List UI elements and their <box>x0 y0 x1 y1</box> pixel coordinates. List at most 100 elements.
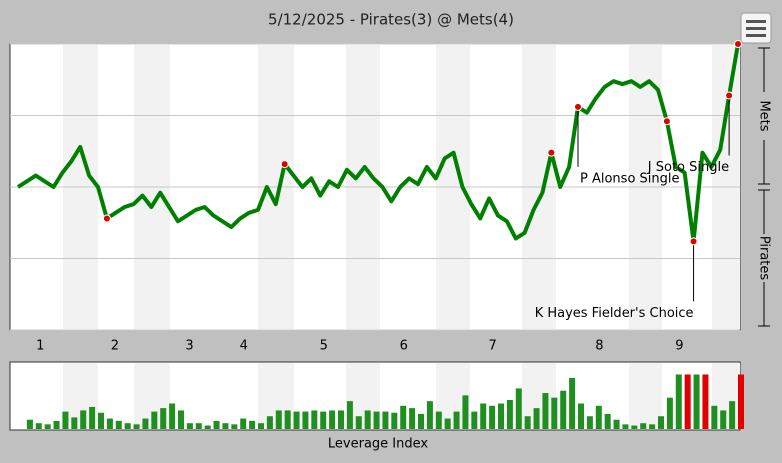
leverage-bar <box>444 418 451 429</box>
leverage-bar <box>302 411 309 429</box>
leverage-bar <box>409 408 416 429</box>
leverage-bar <box>400 405 407 429</box>
menu-bar <box>746 27 766 30</box>
leverage-bar <box>666 397 673 429</box>
x-tick-label: 1 <box>36 339 44 354</box>
leverage-bar <box>62 411 69 429</box>
leverage-bar <box>151 411 158 429</box>
leverage-bar <box>631 425 638 429</box>
leverage-bar <box>222 423 229 429</box>
leverage-bar <box>720 410 727 429</box>
leverage-bar <box>106 418 113 429</box>
leverage-bar <box>44 424 51 429</box>
leverage-bar <box>506 400 513 429</box>
x-tick-label: 3 <box>185 339 193 354</box>
leverage-bar <box>71 417 78 429</box>
side-label: Pirates <box>757 236 772 281</box>
x-tick-label: 2 <box>111 339 119 354</box>
leverage-bar <box>124 423 131 429</box>
leverage-bar <box>284 410 291 429</box>
leverage-bar <box>213 420 220 429</box>
leverage-bar <box>320 411 327 429</box>
leverage-bar <box>35 423 42 429</box>
leverage-bar <box>560 390 567 429</box>
side-label: Mets <box>757 100 772 131</box>
leverage-bar <box>115 420 122 429</box>
leverage-bar <box>89 406 96 429</box>
leverage-bar <box>702 374 709 429</box>
annotation: J Soto Single <box>647 160 729 175</box>
leverage-bar <box>240 418 247 429</box>
leverage-bar <box>338 410 344 429</box>
win-probability-line <box>16 43 740 244</box>
x-tick-label: 4 <box>240 339 248 354</box>
leverage-bar <box>693 374 700 429</box>
leverage-bar <box>542 393 549 429</box>
play-marker <box>574 102 582 111</box>
x-tick-label: 8 <box>595 339 603 354</box>
leverage-bar <box>640 423 647 429</box>
x-tick-label: 6 <box>400 339 408 354</box>
x-tick-label: 7 <box>489 339 497 354</box>
leverage-bar <box>738 374 744 429</box>
leverage-bar <box>498 403 504 429</box>
play-marker <box>689 237 698 246</box>
leverage-bar <box>204 425 211 429</box>
leverage-bar <box>551 397 558 429</box>
leverage-bar <box>355 416 362 429</box>
leverage-bar <box>595 405 602 429</box>
leverage-bar <box>26 419 33 429</box>
leverage-bar <box>364 410 371 429</box>
leverage-bar <box>418 413 424 429</box>
leverage-bar <box>453 411 460 429</box>
menu-button[interactable] <box>740 12 772 44</box>
leverage-bar <box>711 405 718 429</box>
leverage-bar <box>142 418 149 429</box>
play-marker <box>734 40 742 48</box>
leverage-bar <box>729 401 736 429</box>
leverage-bar <box>489 405 496 429</box>
x-tick-label: 5 <box>320 339 328 354</box>
leverage-bar <box>346 401 353 429</box>
leverage-bar <box>266 416 273 429</box>
leverage-bar <box>373 411 380 429</box>
leverage-bar <box>169 403 176 429</box>
leverage-bar <box>133 424 140 429</box>
annotation: K Hayes Fielder's Choice <box>535 306 694 321</box>
play-marker <box>280 160 289 169</box>
leverage-bar <box>195 423 202 429</box>
leverage-bar <box>329 410 336 429</box>
leverage-bar <box>524 416 531 429</box>
leverage-bar <box>684 374 691 429</box>
leverage-bar <box>391 412 398 429</box>
leverage-bar <box>471 411 478 429</box>
play-marker <box>725 91 734 100</box>
leverage-bar <box>480 403 487 429</box>
leverage-bar <box>462 395 469 429</box>
leverage-bar <box>649 424 656 429</box>
leverage-bar <box>533 408 540 429</box>
leverage-bar <box>160 408 167 429</box>
leverage-bar <box>275 410 282 429</box>
leverage-bar <box>675 374 682 429</box>
leverage-bar <box>258 423 264 429</box>
leverage-bar <box>569 377 576 429</box>
leverage-bar <box>426 401 433 429</box>
play-marker <box>662 117 671 126</box>
leverage-bar <box>231 424 238 429</box>
leverage-bar <box>622 424 629 429</box>
menu-bar <box>746 34 766 37</box>
leverage-bar <box>515 388 522 429</box>
chart-title: 5/12/2025 - Pirates(3) @ Mets(4) <box>268 11 514 29</box>
x-tick-label: 9 <box>675 339 683 354</box>
leverage-bar <box>186 423 193 429</box>
menu-bar <box>746 20 766 23</box>
leverage-bar <box>435 411 442 429</box>
leverage-bar <box>613 419 620 429</box>
leverage-bar <box>98 412 104 429</box>
leverage-bar <box>604 413 611 429</box>
leverage-bar <box>293 411 300 429</box>
leverage-bar <box>658 416 664 429</box>
